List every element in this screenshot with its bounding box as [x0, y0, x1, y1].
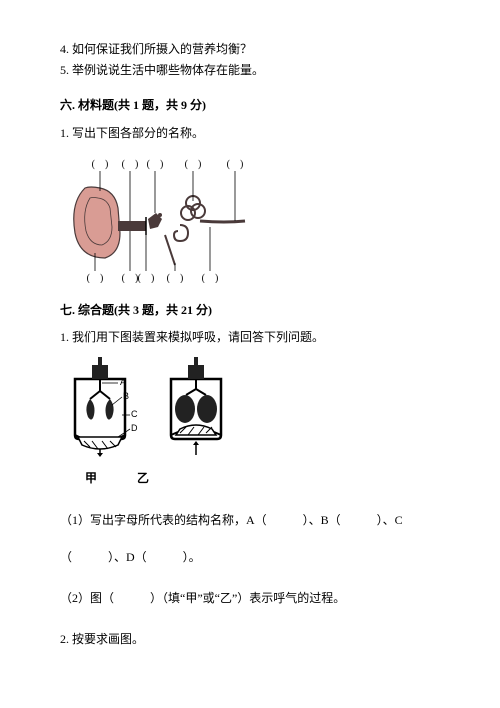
section-7-sub1-line2: （ ）、D（ ）。 — [60, 548, 440, 567]
lung-model-diagram: A B C D — [60, 357, 440, 488]
svg-text:D: D — [131, 423, 138, 433]
svg-text:B: B — [123, 391, 129, 401]
section-6-q1: 1. 写出下图各部分的名称。 — [60, 124, 440, 143]
svg-text:( ): ( ) — [202, 273, 219, 283]
section-6-title: 六. 材料题(共 1 题，共 9 分) — [60, 96, 440, 115]
flask-jia: A B C D — [60, 357, 140, 463]
caption-jia: 甲 — [85, 469, 97, 488]
section-7-sub1-line1: （1）写出字母所代表的结构名称，A（ ）、B（ ）、C — [60, 511, 440, 530]
svg-text:( ): ( ) — [147, 159, 164, 170]
section-7-q1: 1. 我们用下图装置来模拟呼吸，请回答下列问题。 — [60, 328, 440, 347]
section-7-title: 七. 综合题(共 3 题，共 21 分) — [60, 301, 440, 320]
svg-text:( ): ( ) — [122, 273, 139, 283]
svg-text:( ): ( ) — [92, 159, 109, 170]
svg-text:( ): ( ) — [167, 273, 184, 283]
flask-jia-svg: A B C D — [60, 357, 140, 457]
ear-svg: ( ) ( ) ( ) ( ) ( ) ( ) ( ) ( ) ( ) ( ) — [60, 153, 280, 283]
svg-text:C: C — [131, 409, 138, 419]
question-4: 4. 如何保证我们所摄入的营养均衡？ — [60, 40, 440, 59]
flask-yi — [160, 357, 232, 463]
svg-text:( ): ( ) — [87, 273, 104, 283]
ear-diagram: ( ) ( ) ( ) ( ) ( ) ( ) ( ) ( ) ( ) ( ) — [60, 153, 440, 283]
section-7-q2: 2. 按要求画图。 — [60, 630, 440, 649]
svg-text:( ): ( ) — [138, 273, 155, 283]
question-5: 5. 举例说说生活中哪些物体存在能量。 — [60, 61, 440, 80]
caption-yi: 乙 — [137, 469, 149, 488]
svg-text:( ): ( ) — [185, 159, 202, 170]
svg-text:( ): ( ) — [122, 159, 139, 170]
section-7-sub2: （2）图（ ）（填“甲”或“乙”）表示呼气的过程。 — [60, 589, 440, 608]
svg-text:A: A — [120, 377, 126, 387]
svg-text:( ): ( ) — [227, 159, 244, 170]
flask-yi-svg — [160, 357, 232, 457]
